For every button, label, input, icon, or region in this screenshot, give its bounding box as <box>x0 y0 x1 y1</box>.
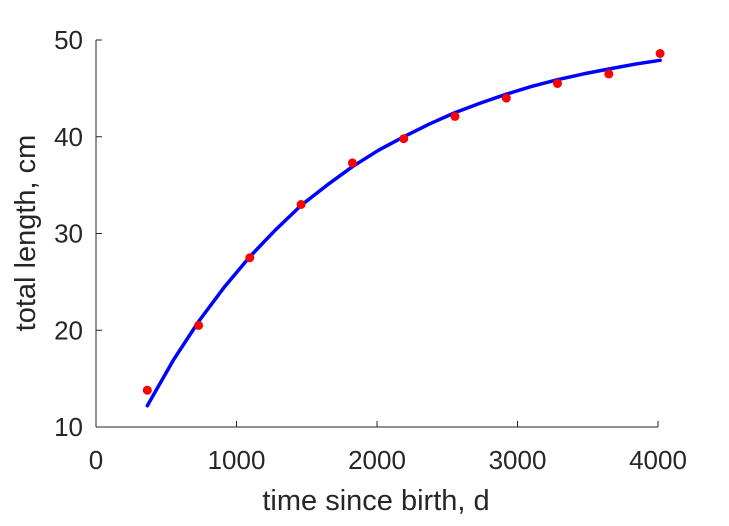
data-point <box>553 79 562 88</box>
y-tick-label: 40 <box>54 122 83 152</box>
x-tick-label: 3000 <box>489 445 547 475</box>
data-point <box>501 93 511 103</box>
y-tick-label: 50 <box>54 25 83 55</box>
fitted-line-layer <box>145 58 662 408</box>
data-point <box>142 385 152 395</box>
data-point <box>245 253 255 263</box>
data-point <box>347 158 357 168</box>
x-tick-label: 4000 <box>629 445 687 475</box>
x-axis-label: time since birth, d <box>262 485 489 517</box>
tick-labels: 0 1000 2000 3000 4000 10 20 30 40 50 <box>54 25 687 475</box>
data-point <box>399 134 409 144</box>
data-points-layer <box>142 49 665 395</box>
y-tick-label: 10 <box>54 412 83 442</box>
data-point <box>194 320 204 330</box>
fitted-curve <box>145 58 662 408</box>
data-point <box>604 69 614 79</box>
data-point <box>655 49 665 58</box>
x-tick-label: 2000 <box>348 445 406 475</box>
y-tick-label: 20 <box>54 315 83 345</box>
y-tick-label: 30 <box>54 219 83 249</box>
axes <box>95 39 659 428</box>
data-point <box>296 200 306 209</box>
x-tick-label: 1000 <box>208 445 266 475</box>
y-axis-label: total length, cm <box>10 135 42 332</box>
x-tick-label: 0 <box>89 445 103 475</box>
data-point <box>450 111 460 121</box>
